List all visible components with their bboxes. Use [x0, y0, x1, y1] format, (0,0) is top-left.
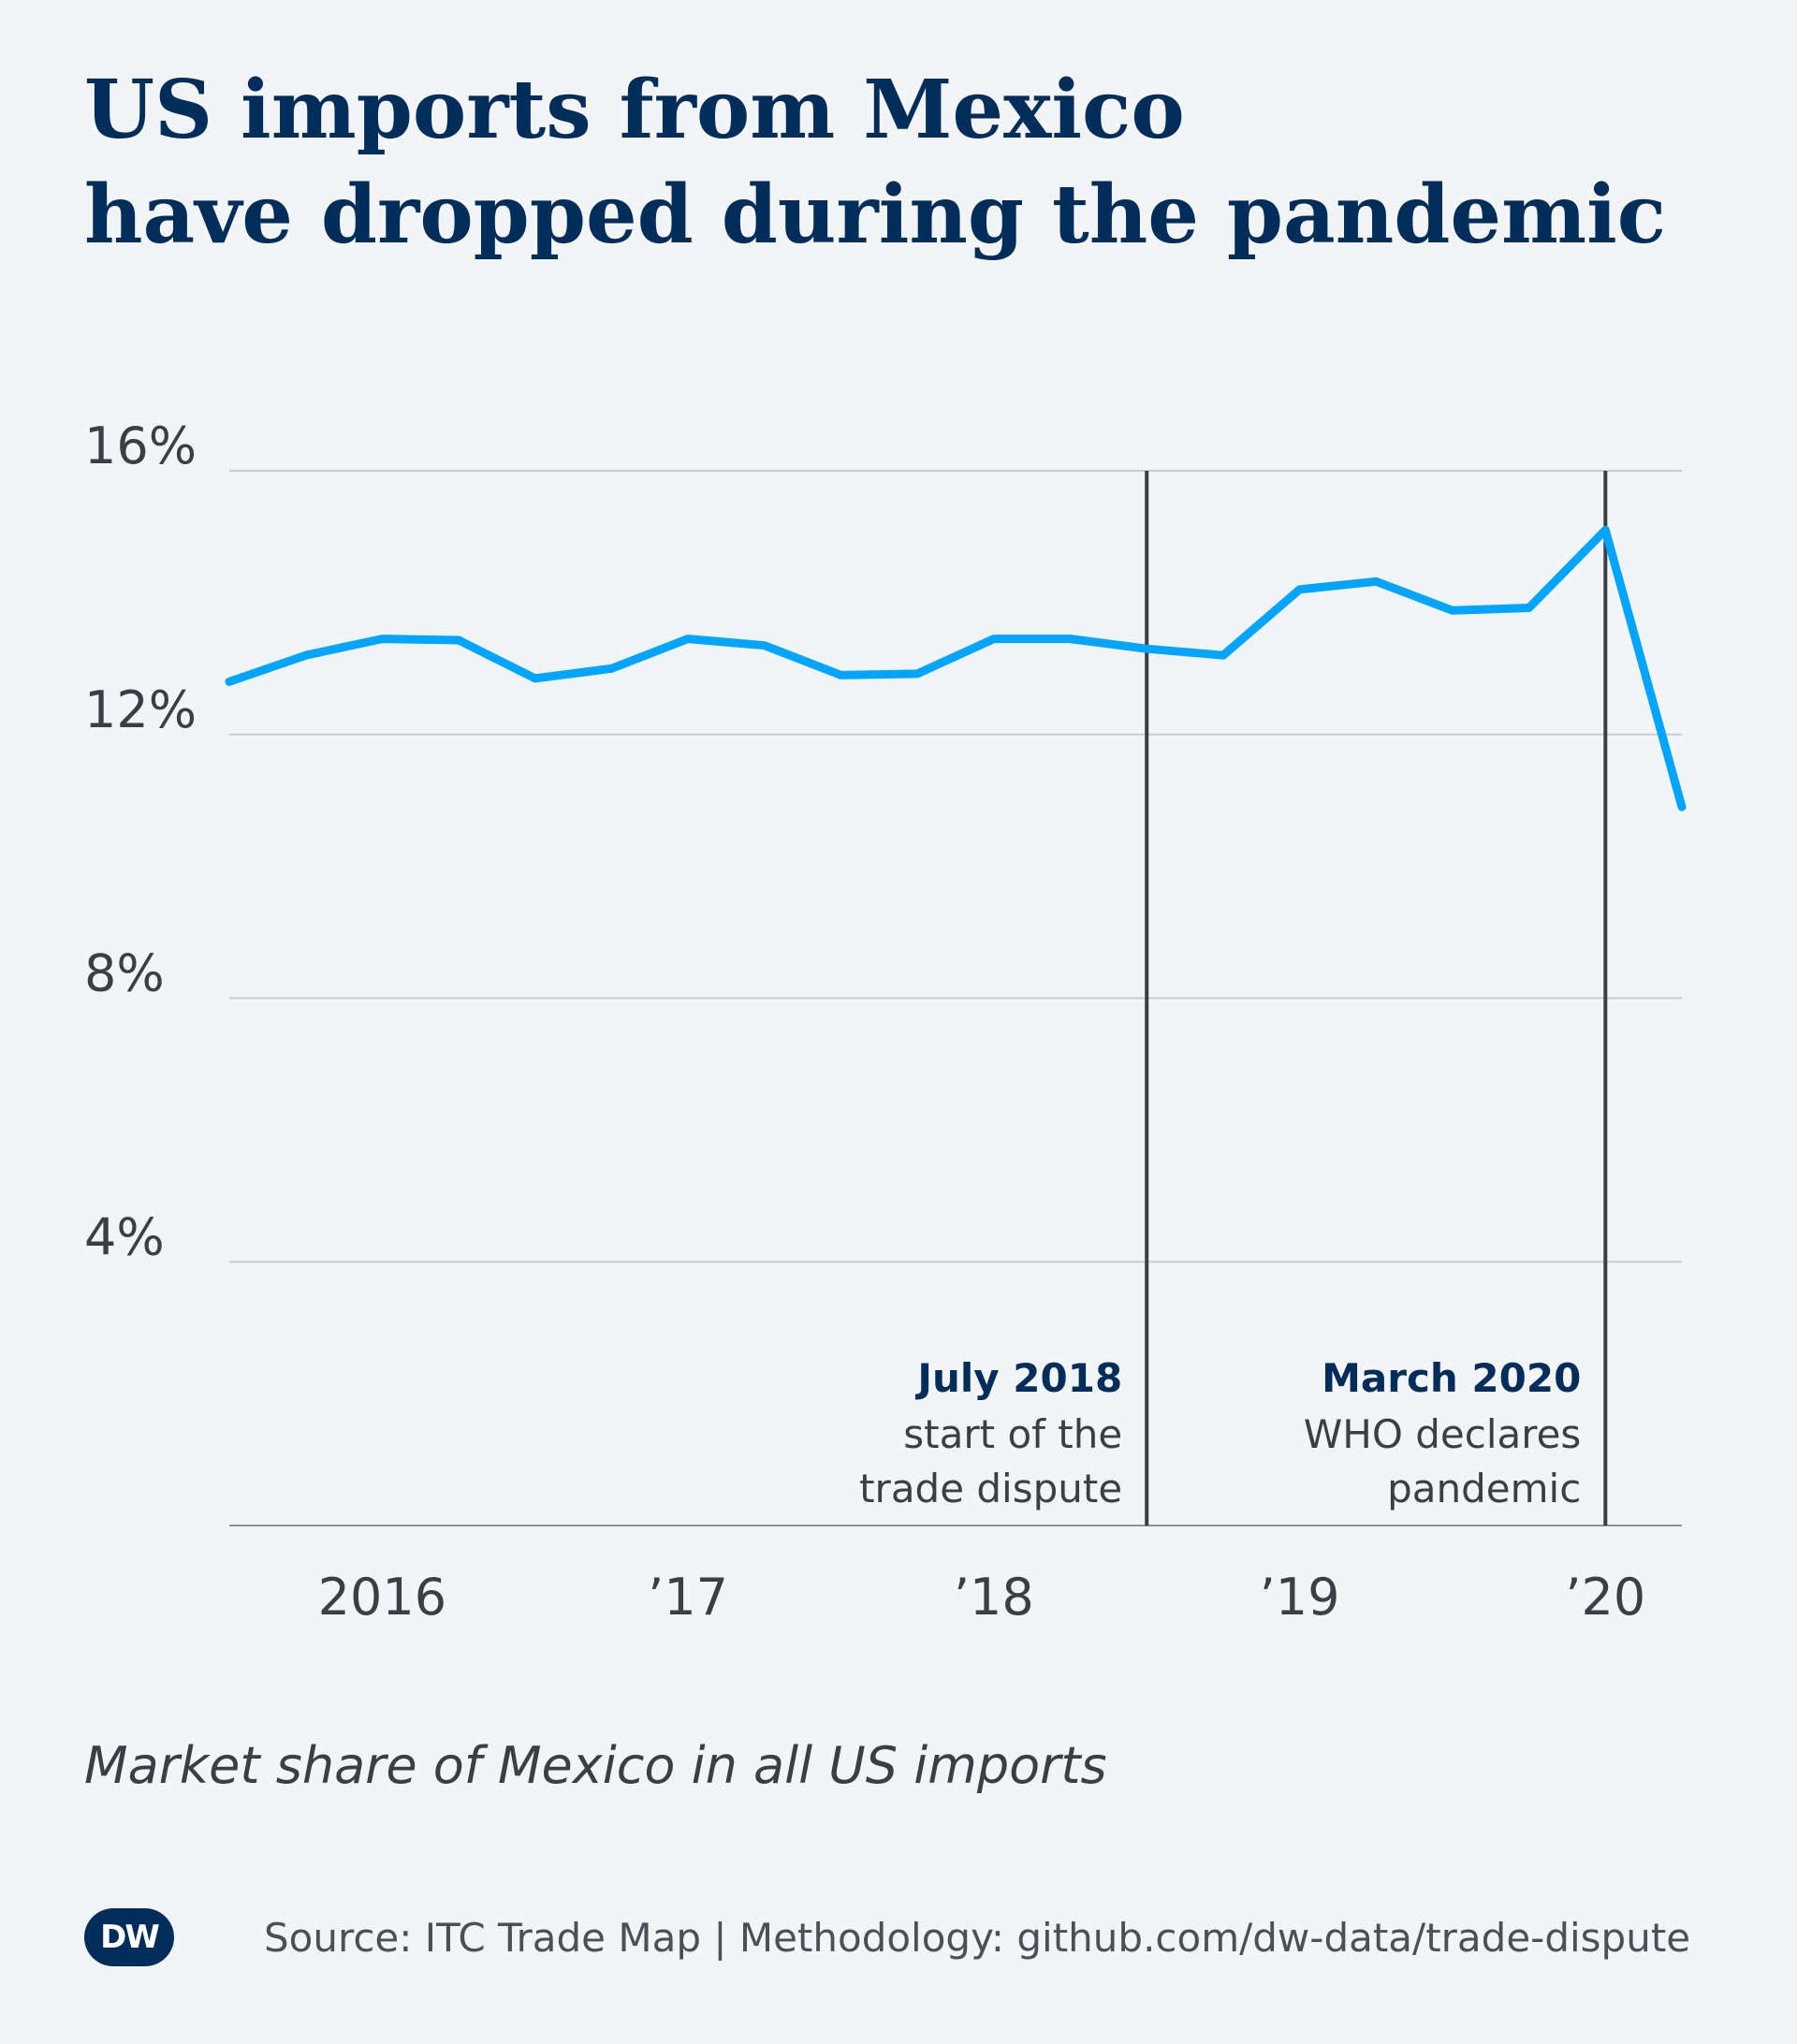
data-point-17 [1527, 606, 1531, 610]
x-axis-ticks: 2016 ’17 ’18 ’19 ’20 [318, 1568, 1646, 1627]
annotation-title-1: March 2020 [1322, 1355, 1581, 1401]
data-point-2 [380, 636, 385, 641]
data-point-3 [457, 638, 461, 643]
y-axis-ticks: 4% 8% 12% 16% [84, 416, 197, 1266]
title-line-1: US imports from Mexico [84, 63, 1185, 157]
annotation-text-1-1: pandemic [1387, 1466, 1581, 1511]
x-tick-label-0: 2016 [318, 1568, 446, 1627]
data-point-13 [1220, 653, 1225, 658]
y-tick-label-1: 8% [84, 944, 165, 1003]
data-point-12 [1145, 647, 1149, 651]
y-tick-label-2: 12% [84, 680, 197, 739]
x-tick-label-2: ’18 [954, 1568, 1034, 1627]
annotation-title-0: July 2018 [914, 1355, 1122, 1401]
source-note: Source: ITC Trade Map | Methodology: git… [264, 1914, 1691, 1961]
footer: DW Source: ITC Trade Map | Methodology: … [84, 1900, 1690, 1975]
data-point-14 [1297, 587, 1302, 591]
annotations: July 2018 start of the trade dispute March … [859, 1355, 1581, 1511]
title-line-2: have dropped during the pandemic [84, 168, 1667, 262]
x-tick-label-4: ’20 [1565, 1568, 1645, 1627]
data-point-15 [1374, 579, 1379, 584]
series-line-0 [225, 525, 1687, 811]
annotation-text-0-1: trade dispute [859, 1466, 1122, 1511]
data-point-11 [1068, 636, 1073, 641]
data-point-6 [686, 636, 691, 641]
data-point-9 [915, 671, 920, 676]
gridlines [229, 470, 1682, 1526]
annotation-text-1-0: WHO declares [1304, 1411, 1582, 1457]
data-point-16 [1450, 608, 1454, 613]
dw-logo: DW [84, 1908, 174, 1966]
data-point-10 [991, 636, 996, 641]
y-tick-label-0: 4% [84, 1207, 165, 1266]
data-point-4 [533, 676, 537, 680]
chart-subtitle: Market share of Mexico in all US imports [84, 1736, 1107, 1795]
data-point-8 [839, 673, 843, 678]
data-point-1 [303, 653, 308, 658]
y-tick-label-3: 16% [84, 416, 197, 475]
x-tick-label-1: ’17 [648, 1568, 728, 1627]
chart-title: US imports from Mexico have dropped duri… [84, 58, 1731, 268]
line-chart: 4% 8% 12% 16% 2016 ’17 ’18 ’19 ’20 July 2018 sta… [84, 416, 1687, 1627]
x-tick-label-3: ’19 [1260, 1568, 1340, 1627]
data-point-18 [1603, 528, 1608, 533]
annotation-text-0-0: start of the [903, 1411, 1122, 1457]
data-point-0 [227, 679, 231, 684]
series-layer [225, 525, 1687, 811]
data-point-5 [609, 666, 614, 671]
data-point-19 [1680, 805, 1684, 810]
data-point-7 [762, 643, 767, 648]
